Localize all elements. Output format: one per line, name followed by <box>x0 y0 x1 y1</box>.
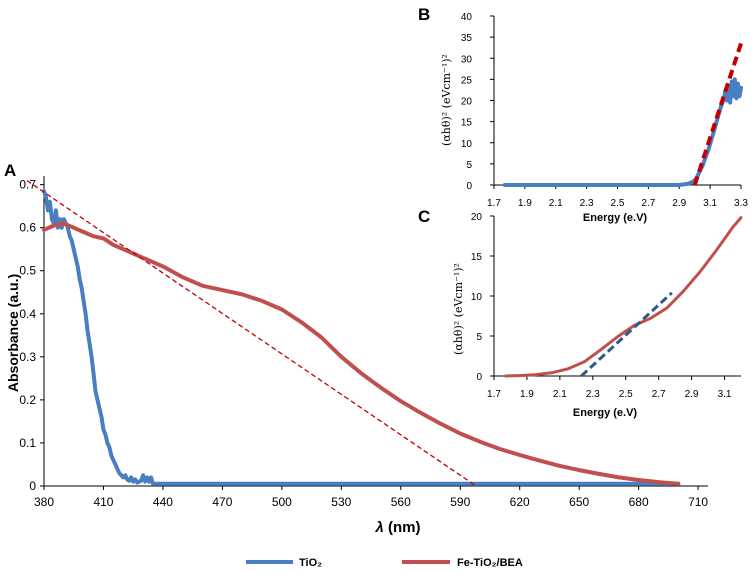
panel-c-xlabel: Energy (e.V) <box>573 407 638 419</box>
panel-label-b: B <box>418 5 430 24</box>
x-tick-label: 3.1 <box>703 198 717 209</box>
y-tick-label: 0 <box>476 372 482 383</box>
tauc-fit-line <box>692 42 743 186</box>
legend-label-tio2: TiO₂ <box>299 557 322 569</box>
x-tick-label: 3.1 <box>718 389 732 400</box>
tauc-fit-line <box>26 179 477 487</box>
x-tick-label: 620 <box>510 495 530 509</box>
y-tick-label: 0.5 <box>19 264 36 278</box>
y-tick-label: 40 <box>461 12 473 23</box>
x-tick-label: 2.5 <box>619 389 633 400</box>
panel-b-xlabel: Energy (e.V) <box>583 212 648 224</box>
x-tick-label: 530 <box>331 495 351 509</box>
y-tick-label: 35 <box>461 33 473 44</box>
x-tick-label: 2.7 <box>652 389 666 400</box>
panel-c-plot: 1.7 1.9 2.1 2.3 2.5 2.7 2.9 3.1 0 5 10 15 20 <box>471 212 743 400</box>
x-tick-label: 1.9 <box>520 389 534 400</box>
y-tick-label: 0.6 <box>19 221 36 235</box>
panel-b: B 1.7 1.9 2.1 2.3 2.5 2.7 2.9 3.1 3.3 0 5 10 15 20 25 3… <box>418 5 748 224</box>
y-tick-label: 0.3 <box>19 350 36 364</box>
y-tick-label: 20 <box>461 97 473 108</box>
y-tick-label: 30 <box>461 54 473 65</box>
y-tick-label: 5 <box>476 332 482 343</box>
y-tick-label: 0.4 <box>19 307 36 321</box>
y-tick-label: 25 <box>461 75 473 86</box>
legend-label-fe: Fe-TiO₂/BEA <box>457 557 523 569</box>
x-tick-label: 590 <box>450 495 470 509</box>
x-tick-label: 1.7 <box>487 198 501 209</box>
panel-c: C 1.7 1.9 2.1 2.3 2.5 2.7 2.9 3.1 0 5 10 15 20 (αhθ)… <box>418 207 743 419</box>
panel-a-ylabel: Absorbance (a.u.) <box>5 274 21 392</box>
x-tick-label: 650 <box>569 495 589 509</box>
panel-a-xlabel-symbol: λ <box>374 519 383 536</box>
y-tick-label: 0.2 <box>19 393 36 407</box>
legend: TiO₂ Fe-TiO₂/BEA <box>246 557 523 569</box>
y-tick-label: 20 <box>471 212 483 223</box>
panel-a: A 380 410 440 470 500 530 560 590 620 650 680 71000… <box>4 161 708 536</box>
series-line-tio2 <box>42 189 681 486</box>
panel-c-ylabel: (αhθ)² (eVcm⁻¹)² <box>452 263 465 355</box>
x-tick-label: 500 <box>272 495 292 509</box>
x-tick-label: 2.3 <box>586 389 600 400</box>
series-line-fe-tio2-bea <box>504 216 743 378</box>
x-tick-label: 2.9 <box>672 198 686 209</box>
x-tick-label: 710 <box>688 495 708 509</box>
panel-a-xlabel: λ (nm) <box>374 519 420 536</box>
series-line-fe-tio2-bea <box>42 221 681 486</box>
y-tick-label: 0 <box>466 181 472 192</box>
y-tick-label: 15 <box>461 118 473 129</box>
panel-label-c: C <box>418 207 430 226</box>
x-tick-label: 410 <box>93 495 113 509</box>
y-tick-label: 0.1 <box>19 436 36 450</box>
y-tick-label: 10 <box>461 139 473 150</box>
y-tick-label: 0 <box>29 479 36 493</box>
x-tick-label: 380 <box>34 495 54 509</box>
x-tick-label: 2.3 <box>580 198 594 209</box>
x-tick-label: 2.1 <box>553 389 567 400</box>
x-tick-label: 1.9 <box>518 198 532 209</box>
x-tick-label: 1.7 <box>487 389 501 400</box>
panel-label-a: A <box>4 161 16 180</box>
y-tick-label: 15 <box>471 252 483 263</box>
y-tick-label: 5 <box>466 160 472 171</box>
x-tick-label: 2.1 <box>549 198 563 209</box>
panel-a-plot: 380 410 440 470 500 530 560 590 620 650 680 71000.1… <box>19 176 708 509</box>
y-tick-label: 0.7 <box>19 178 36 192</box>
panel-b-plot: 1.7 1.9 2.1 2.3 2.5 2.7 2.9 3.1 3.3 0 5 10 15 20 25 30 3… <box>461 12 749 209</box>
panel-a-xlabel-unit: (nm) <box>384 519 421 536</box>
panel-b-ylabel: (αhθ)² (eVcm⁻¹)² <box>440 54 453 146</box>
x-tick-label: 2.9 <box>685 389 699 400</box>
x-tick-label: 560 <box>391 495 411 509</box>
series-line-tio2 <box>502 77 743 187</box>
x-tick-label: 2.7 <box>641 198 655 209</box>
x-tick-label: 3.3 <box>734 198 748 209</box>
tauc-fit-line <box>580 291 673 378</box>
x-tick-label: 2.5 <box>611 198 625 209</box>
y-tick-label: 10 <box>471 292 483 303</box>
x-tick-label: 440 <box>153 495 173 509</box>
x-tick-label: 470 <box>212 495 232 509</box>
x-tick-label: 680 <box>629 495 649 509</box>
